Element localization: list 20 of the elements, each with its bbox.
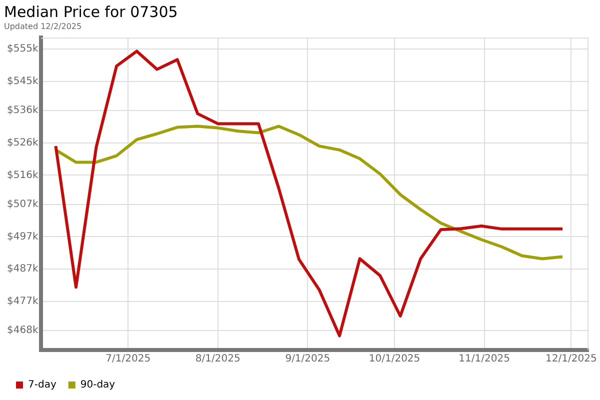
- y-tick-label: $487k: [6, 264, 38, 275]
- y-tick-label: $477k: [6, 296, 38, 308]
- y-tick-label: $497k: [6, 231, 38, 242]
- x-tick-label: 11/1/2025: [458, 354, 510, 365]
- y-tick-label: $516k: [6, 170, 38, 181]
- y-tick-label: $507k: [6, 198, 38, 210]
- x-tick-label: 10/1/2025: [368, 354, 420, 365]
- legend-label: 7-day: [28, 380, 56, 391]
- y-tick-label: $545k: [6, 76, 38, 87]
- y-tick-label: $526k: [6, 137, 38, 148]
- y-tick-label: $555k: [6, 44, 38, 55]
- chart-title: Median Price for 07305: [4, 2, 178, 21]
- x-tick-label: 12/1/2025: [546, 354, 597, 365]
- y-tick-label: $536k: [6, 105, 38, 116]
- y-tick-label: $468k: [6, 325, 38, 336]
- x-tick-label: 9/1/2025: [285, 354, 330, 365]
- x-tick-label: 8/1/2025: [195, 354, 240, 365]
- chart-subtitle: Updated 12/2/2025: [4, 22, 82, 31]
- legend-label: 90-day: [80, 380, 116, 391]
- x-tick-label: 7/1/2025: [106, 354, 151, 365]
